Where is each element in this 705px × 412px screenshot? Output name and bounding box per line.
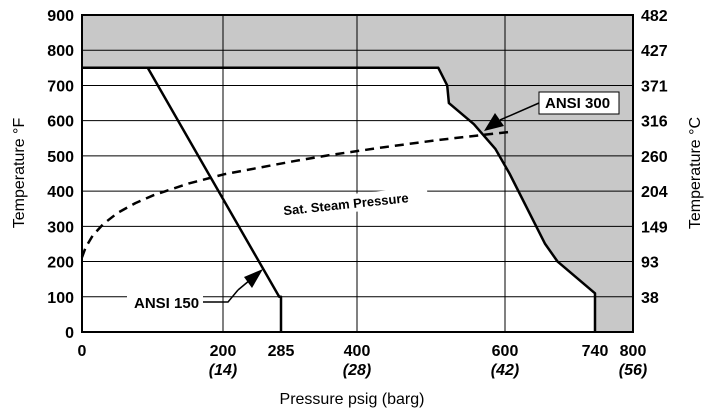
x-tick-label: 600 <box>492 343 519 360</box>
series-ansi-300 <box>82 66 597 332</box>
x-tick-label: 200 <box>210 343 237 360</box>
y-left-tick-label: 600 <box>47 114 74 131</box>
y-left-tick-label: 700 <box>47 78 74 95</box>
annotation-ansi300: ANSI 300 <box>484 91 620 131</box>
x-tick-sublabel: (28) <box>343 362 371 379</box>
x-tick-label: 0 <box>78 343 87 360</box>
y-right-tick-label: 93 <box>641 255 659 272</box>
y-right-tick-label: 371 <box>641 78 668 95</box>
y-right-tick-label: 149 <box>641 219 668 236</box>
y-left-tick-label: 900 <box>47 8 74 25</box>
y-axis-left-ticks: 0 100 200 300 400 500 600 700 800 900 <box>47 8 74 342</box>
y-right-tick-label: 204 <box>641 184 668 201</box>
grid-lines <box>82 15 634 332</box>
annotation-ansi300-label: ANSI 300 <box>545 95 610 112</box>
x-tick-sublabel: (56) <box>619 362 647 379</box>
y-right-tick-label: 38 <box>641 290 659 307</box>
y-right-tick-label: 260 <box>641 149 668 166</box>
x-axis-title: Pressure psig (barg) <box>280 391 425 408</box>
y-left-tick-label: 400 <box>47 184 74 201</box>
y-left-tick-label: 0 <box>65 325 74 342</box>
y-axis-right-ticks: 38 93 149 204 260 316 371 427 482 <box>641 8 668 307</box>
y-left-tick-label: 500 <box>47 149 74 166</box>
series-sat-steam-pressure <box>80 130 510 258</box>
y-left-tick-label: 800 <box>47 43 74 60</box>
y-axis-right-title: Temperature °C <box>687 117 704 229</box>
annotation-ansi150: ANSI 150 <box>127 269 263 313</box>
series-group <box>80 66 597 332</box>
y-left-tick-label: 200 <box>47 255 74 272</box>
x-tick-label: 800 <box>620 343 647 360</box>
x-tick-label: 400 <box>344 343 371 360</box>
y-axis-left-title: Temperature °F <box>11 118 28 229</box>
x-tick-label: 285 <box>268 343 295 360</box>
y-left-tick-label: 300 <box>47 219 74 236</box>
annotation-ansi150-label: ANSI 150 <box>134 295 199 312</box>
annotation-steam-label: Sat. Steam Pressure <box>283 190 410 218</box>
y-left-tick-label: 100 <box>47 290 74 307</box>
shaded-region <box>82 15 633 332</box>
y-right-tick-label: 427 <box>641 43 668 60</box>
x-tick-sublabel: (14) <box>209 362 237 379</box>
x-tick-sublabel: (42) <box>491 362 519 379</box>
x-axis-ticks: 0 200 (14) 285 400 (28) 600 (42) 740 800 (56) <box>78 343 648 379</box>
x-tick-label: 740 <box>582 343 609 360</box>
y-right-tick-label: 316 <box>641 114 668 131</box>
y-right-tick-label: 482 <box>641 8 668 25</box>
